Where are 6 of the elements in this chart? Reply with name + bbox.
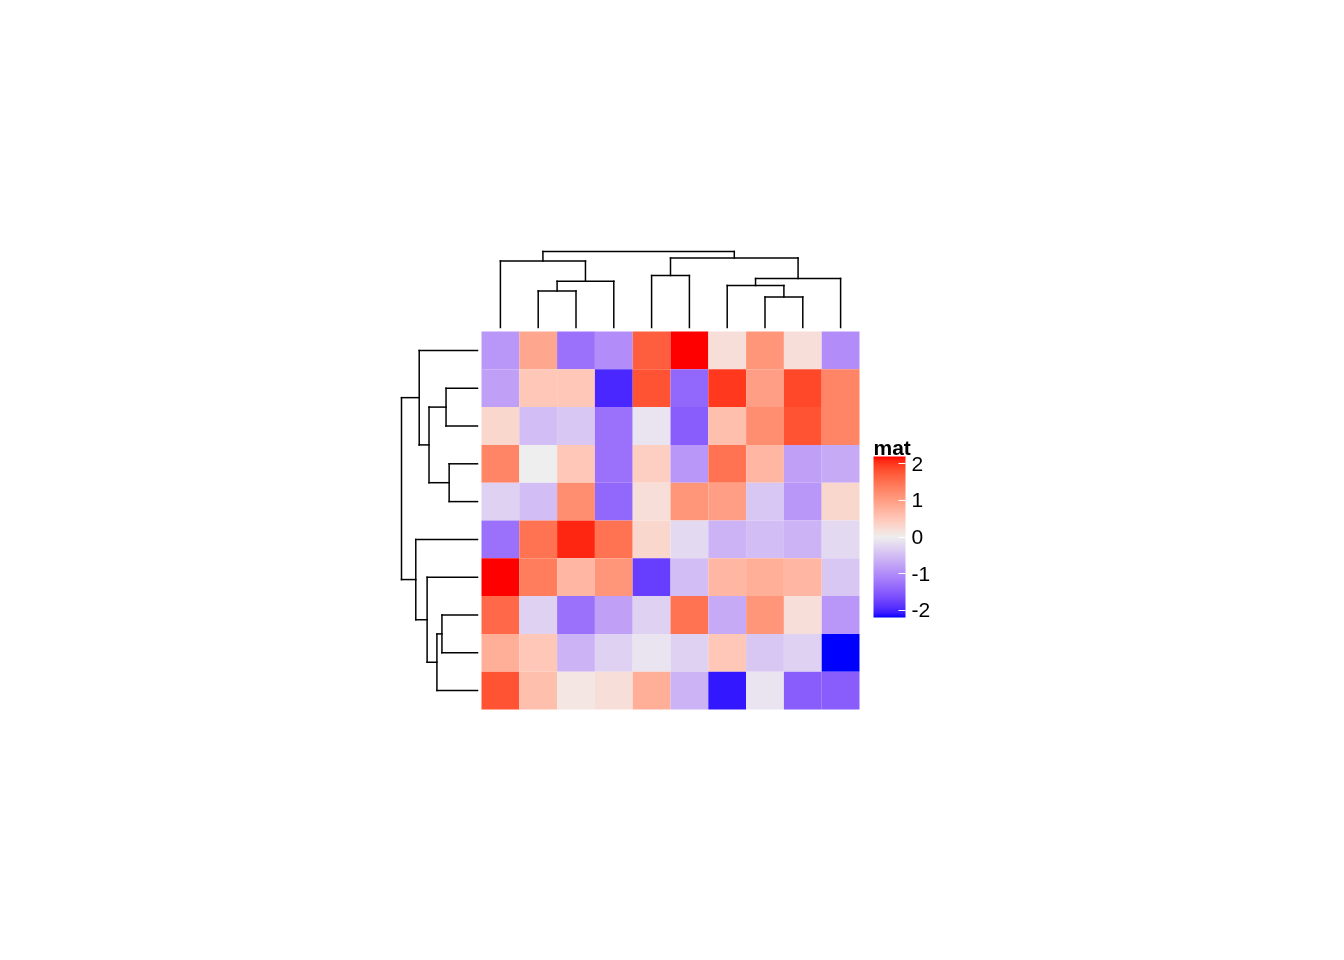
color-bar-label: 1 [911, 488, 924, 512]
color-bar-label: 2 [911, 451, 924, 475]
color-bar-title: mat [873, 436, 911, 459]
color-bar-label: -1 [911, 561, 931, 585]
color-bar-label: 0 [911, 525, 924, 548]
color-bar-label: -2 [911, 598, 931, 622]
